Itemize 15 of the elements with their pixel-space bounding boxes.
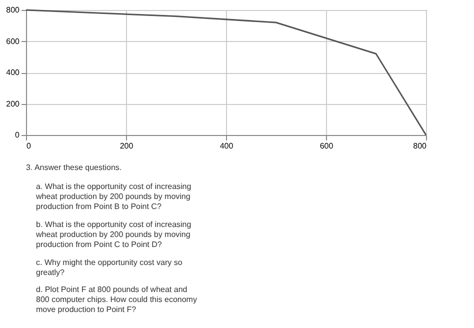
x-tick-label: 400 xyxy=(220,142,234,150)
text: 3. Answer these questions. xyxy=(26,163,122,172)
y-tick-label: 800 xyxy=(6,6,20,14)
x-tick-label: 0 xyxy=(26,142,32,150)
y-tick-label: 200 xyxy=(6,99,20,108)
x-tick-label: 200 xyxy=(120,142,134,150)
y-tick-label: 0 xyxy=(15,130,20,140)
y-tick-label: 600 xyxy=(6,36,20,46)
y-tick-label: 400 xyxy=(6,68,20,77)
x-tick-label: 800 xyxy=(413,142,428,150)
text: b. What is the opportunity cost of increasing wheat production by 200 pounds by moving production from Point C to Point D? xyxy=(35,220,192,249)
text: c. Why might the opportunity cost vary so greatly? xyxy=(36,258,183,277)
text: d. Plot Point F at 800 pounds of wheat and 800 computer chips. How could this economy move production to Point F? xyxy=(36,285,197,314)
x-tick-label: 600 xyxy=(320,142,334,150)
text: a. What is the opportunity cost of increasing wheat production by 200 pounds by moving production from Point B to Point C? xyxy=(35,182,192,211)
